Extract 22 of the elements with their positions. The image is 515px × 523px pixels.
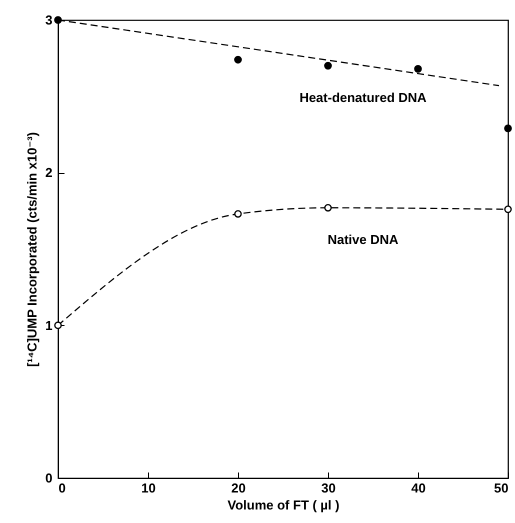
point — [414, 64, 422, 73]
y-tick-label: 3 — [45, 12, 52, 28]
y-axis-title: [¹⁴C]UMP Incorporated (cts/min x10⁻³) — [24, 132, 40, 367]
series-label: Heat-denatured DNA — [299, 90, 428, 105]
point — [324, 62, 332, 70]
x-tick-label: 40 — [411, 480, 426, 496]
point — [234, 56, 242, 64]
y-tick-label: 1 — [45, 318, 52, 333]
x-axis-title: Volume of FT ( µl ) — [228, 498, 340, 512]
point — [54, 322, 62, 330]
point — [504, 124, 512, 132]
x-tick-label: 10 — [141, 480, 156, 496]
x-tick-label: 20 — [231, 480, 246, 496]
y-tick-label: 0 — [45, 470, 52, 486]
x-tick-label: 50 — [494, 480, 508, 496]
y-tick-label: 2 — [45, 165, 52, 180]
point — [504, 206, 512, 214]
x-tick-label: 30 — [321, 480, 336, 496]
point — [234, 210, 242, 218]
x-tick-label: 0 — [58, 480, 66, 496]
series-label: Native DNA — [328, 232, 400, 247]
point — [324, 204, 332, 212]
